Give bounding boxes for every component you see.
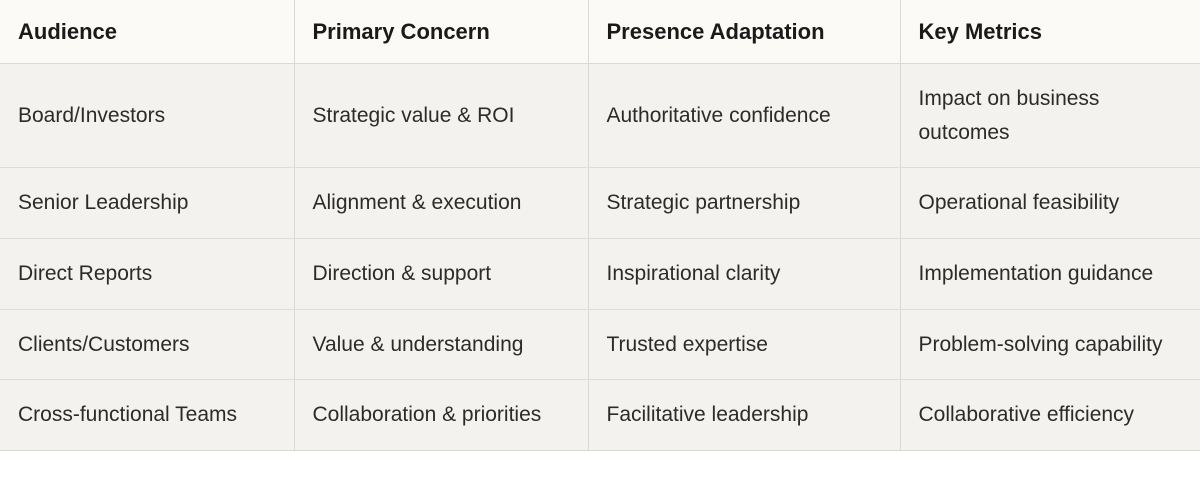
col-header-primary-concern: Primary Concern [294, 0, 588, 64]
table-header-row: Audience Primary Concern Presence Adapta… [0, 0, 1200, 64]
cell-primary-concern: Alignment & execution [294, 168, 588, 239]
table-row: Direct Reports Direction & support Inspi… [0, 238, 1200, 309]
cell-primary-concern: Strategic value & ROI [294, 64, 588, 168]
cell-key-metrics: Operational feasibility [900, 168, 1200, 239]
cell-key-metrics: Impact on business outcomes [900, 64, 1200, 168]
cell-audience: Direct Reports [0, 238, 294, 309]
cell-primary-concern: Direction & support [294, 238, 588, 309]
cell-key-metrics: Problem-solving capability [900, 309, 1200, 380]
col-header-key-metrics: Key Metrics [900, 0, 1200, 64]
table-row: Cross-functional Teams Collaboration & p… [0, 380, 1200, 451]
table-row: Clients/Customers Value & understanding … [0, 309, 1200, 380]
cell-audience: Board/Investors [0, 64, 294, 168]
cell-key-metrics: Collaborative efficiency [900, 380, 1200, 451]
cell-primary-concern: Value & understanding [294, 309, 588, 380]
col-header-presence-adaptation: Presence Adaptation [588, 0, 900, 64]
cell-presence-adaptation: Strategic partnership [588, 168, 900, 239]
cell-audience: Clients/Customers [0, 309, 294, 380]
cell-primary-concern: Collaboration & priorities [294, 380, 588, 451]
audience-table: Audience Primary Concern Presence Adapta… [0, 0, 1200, 451]
cell-presence-adaptation: Inspirational clarity [588, 238, 900, 309]
cell-presence-adaptation: Facilitative leadership [588, 380, 900, 451]
cell-key-metrics: Implementation guidance [900, 238, 1200, 309]
col-header-audience: Audience [0, 0, 294, 64]
cell-audience: Cross-functional Teams [0, 380, 294, 451]
cell-presence-adaptation: Trusted expertise [588, 309, 900, 380]
table-row: Senior Leadership Alignment & execution … [0, 168, 1200, 239]
table-row: Board/Investors Strategic value & ROI Au… [0, 64, 1200, 168]
cell-audience: Senior Leadership [0, 168, 294, 239]
cell-presence-adaptation: Authoritative confidence [588, 64, 900, 168]
